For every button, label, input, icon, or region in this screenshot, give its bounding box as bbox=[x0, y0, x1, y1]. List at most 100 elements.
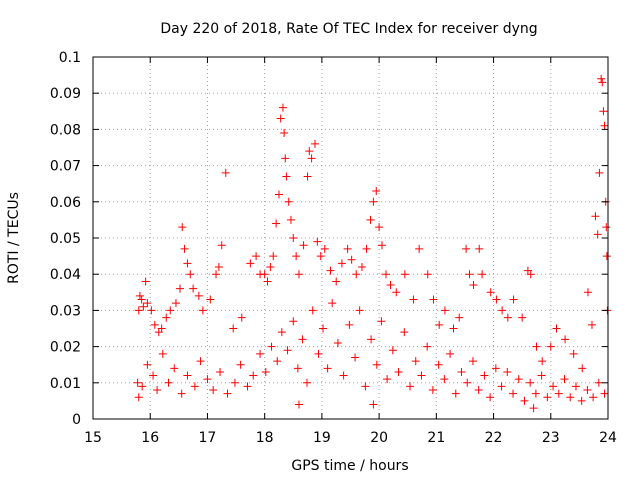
data-point bbox=[298, 335, 307, 344]
data-point bbox=[273, 357, 282, 366]
data-point bbox=[180, 244, 189, 253]
data-point bbox=[178, 223, 187, 232]
data-point bbox=[554, 389, 563, 398]
x-tick-label: 21 bbox=[427, 430, 445, 446]
data-point bbox=[141, 277, 150, 286]
data-point bbox=[299, 241, 308, 250]
data-point bbox=[375, 223, 384, 232]
data-point bbox=[313, 237, 322, 246]
y-tick-label: 0.07 bbox=[50, 159, 81, 175]
data-point bbox=[260, 270, 269, 279]
data-point bbox=[400, 270, 409, 279]
data-point bbox=[339, 371, 348, 380]
data-point bbox=[491, 364, 500, 373]
data-point bbox=[229, 324, 238, 333]
data-point bbox=[249, 371, 258, 380]
data-point bbox=[526, 378, 535, 387]
data-point bbox=[509, 389, 518, 398]
data-point bbox=[216, 367, 225, 376]
data-point bbox=[286, 215, 295, 224]
data-point bbox=[406, 382, 415, 391]
data-point bbox=[486, 393, 495, 402]
x-tick-label: 20 bbox=[370, 430, 388, 446]
data-point bbox=[261, 367, 270, 376]
data-point bbox=[392, 288, 401, 297]
data-point bbox=[281, 154, 290, 163]
data-point bbox=[474, 386, 483, 395]
x-tick-label: 22 bbox=[485, 430, 503, 446]
data-point bbox=[531, 389, 540, 398]
data-point bbox=[230, 378, 239, 387]
data-point bbox=[577, 396, 586, 405]
data-point bbox=[602, 252, 611, 261]
data-point bbox=[320, 244, 329, 253]
data-point bbox=[503, 367, 512, 376]
data-point bbox=[478, 270, 487, 279]
data-point bbox=[518, 313, 527, 322]
data-point bbox=[314, 349, 323, 358]
data-point bbox=[150, 320, 159, 329]
data-point bbox=[292, 252, 301, 261]
data-point bbox=[566, 393, 575, 402]
data-point bbox=[468, 357, 477, 366]
data-point bbox=[497, 382, 506, 391]
data-point bbox=[423, 342, 432, 351]
data-point bbox=[480, 371, 489, 380]
data-point bbox=[280, 129, 289, 138]
x-tick-label: 19 bbox=[313, 430, 331, 446]
data-point bbox=[203, 375, 212, 384]
data-point bbox=[400, 328, 409, 337]
data-point bbox=[170, 364, 179, 373]
data-point bbox=[599, 107, 608, 116]
data-point bbox=[147, 306, 156, 315]
data-point bbox=[475, 244, 484, 253]
data-point bbox=[137, 295, 146, 304]
y-tick-label: 0 bbox=[72, 412, 81, 428]
data-point bbox=[175, 284, 184, 293]
data-point bbox=[529, 404, 538, 413]
data-point bbox=[206, 295, 215, 304]
data-point bbox=[409, 295, 418, 304]
data-point bbox=[139, 302, 148, 311]
data-point bbox=[411, 357, 420, 366]
data-point bbox=[428, 386, 437, 395]
y-axis-title: ROTI / TECUs bbox=[6, 192, 22, 284]
data-point bbox=[388, 346, 397, 355]
data-point bbox=[337, 259, 346, 268]
data-point bbox=[583, 386, 592, 395]
chart-title: Day 220 of 2018, Rate Of TEC Index for r… bbox=[160, 21, 537, 37]
x-tick-label: 16 bbox=[141, 430, 159, 446]
data-point bbox=[135, 291, 144, 300]
data-point bbox=[198, 306, 207, 315]
data-point bbox=[446, 349, 455, 358]
data-point bbox=[303, 172, 312, 181]
data-point bbox=[457, 367, 466, 376]
data-point bbox=[153, 386, 162, 395]
data-points bbox=[133, 74, 612, 413]
data-point bbox=[295, 270, 303, 279]
data-point bbox=[272, 219, 281, 228]
y-tick-label: 0.02 bbox=[50, 340, 81, 356]
data-point bbox=[552, 324, 561, 333]
data-point bbox=[283, 346, 292, 355]
data-point bbox=[277, 328, 286, 337]
data-point bbox=[361, 382, 370, 391]
data-point bbox=[451, 389, 460, 398]
data-point bbox=[514, 375, 523, 384]
data-point bbox=[595, 168, 604, 177]
data-point bbox=[455, 313, 464, 322]
data-point bbox=[221, 168, 230, 177]
data-point bbox=[319, 324, 328, 333]
y-tick-label: 0.09 bbox=[50, 86, 81, 102]
data-point bbox=[602, 223, 611, 232]
y-tick-label: 0.1 bbox=[59, 50, 81, 66]
data-point bbox=[503, 313, 512, 322]
y-tick-label: 0.03 bbox=[50, 303, 81, 319]
data-point bbox=[440, 306, 449, 315]
data-point bbox=[243, 382, 252, 391]
data-point bbox=[594, 378, 603, 387]
x-tick-label: 23 bbox=[542, 430, 560, 446]
data-point bbox=[183, 259, 192, 268]
data-point bbox=[236, 360, 245, 369]
